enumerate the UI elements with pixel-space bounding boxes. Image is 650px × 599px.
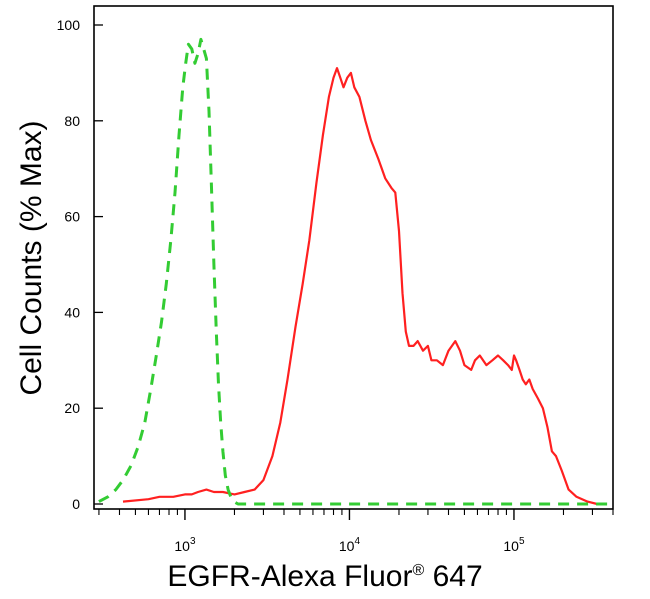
series-group xyxy=(98,37,613,506)
series-line-control xyxy=(98,37,613,506)
y-tick-label: 0 xyxy=(72,496,80,512)
plot-frame xyxy=(93,5,614,510)
x-axis-ticks: 103 104 105 xyxy=(98,509,614,554)
y-tick-label: 20 xyxy=(64,400,80,416)
x-axis-label: EGFR-Alexa Fluor® 647 xyxy=(0,560,650,594)
x-axis-label-registered: ® xyxy=(412,562,425,579)
x-axis-label-main: EGFR-Alexa Fluor xyxy=(167,560,413,593)
x-tick-label: 103 xyxy=(174,536,196,554)
x-tick-label: 105 xyxy=(503,536,525,554)
y-tick-label: 100 xyxy=(57,17,81,33)
y-tick-label: 60 xyxy=(64,209,80,225)
x-axis-label-suffix: 647 xyxy=(424,560,483,593)
x-tick-label: 104 xyxy=(339,536,361,554)
y-axis-ticks: 0 20 40 60 80 100 xyxy=(57,17,103,512)
y-tick-label: 40 xyxy=(64,304,80,320)
y-tick-label: 80 xyxy=(64,113,80,129)
series-line-egfr xyxy=(122,67,598,506)
plot-border xyxy=(93,5,614,510)
